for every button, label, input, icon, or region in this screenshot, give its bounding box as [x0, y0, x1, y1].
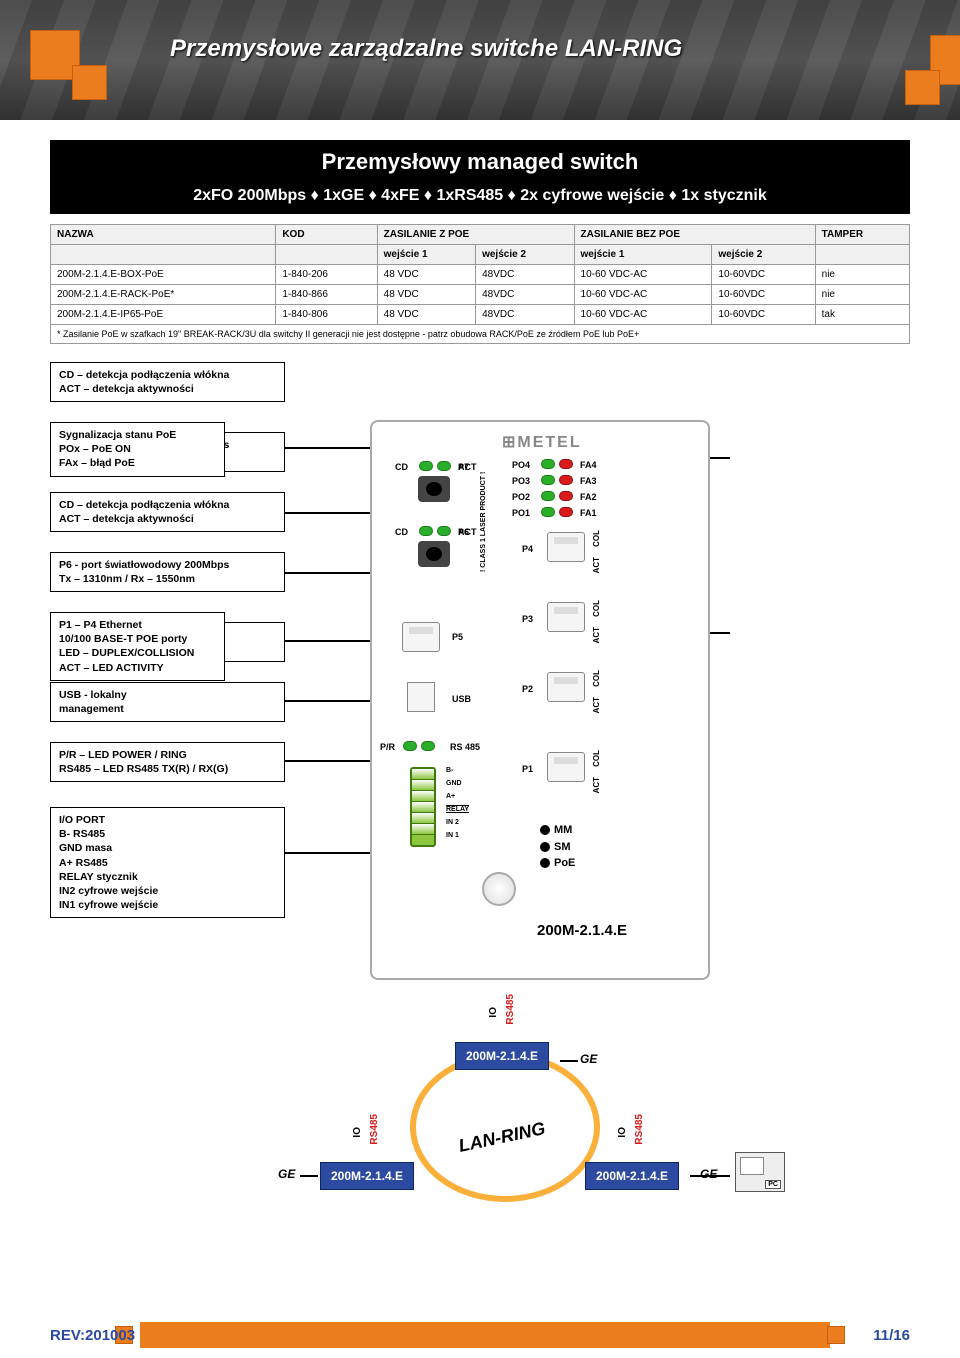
th-zpoe: ZASILANIE Z POE	[377, 225, 574, 245]
ring-diagram: LAN-RING 200M-2.1.4.E IO RS485 GE 200M-2…	[50, 1012, 910, 1242]
th-w1a: wejście 1	[377, 245, 475, 265]
dot-mm: MM	[540, 822, 575, 839]
th-w2a: wejście 2	[476, 245, 574, 265]
footer-bar	[140, 1322, 830, 1348]
table-row: 200M-2.1.4.E-BOX-PoE1-840-206 48 VDC48VD…	[51, 265, 910, 285]
table-row: 200M-2.1.4.E-RACK-PoE*1-840-866 48 VDC48…	[51, 285, 910, 305]
pin-relay: RELAY	[446, 806, 469, 813]
spec-table: NAZWA KOD ZASILANIE Z POE ZASILANIE BEZ …	[50, 224, 910, 344]
io-label: IO	[488, 1007, 499, 1018]
label-act: ACT	[592, 557, 601, 573]
ge-label: GE	[278, 1167, 295, 1181]
label-usb: USB	[452, 694, 471, 704]
label-p2: P2	[522, 684, 533, 694]
label-act: ACT	[592, 777, 601, 793]
device-panel: ⊞METEL CD ACT P7 CD ACT P6 ! C	[370, 420, 710, 980]
table-footnote: * Zasilanie PoE w szafkach 19" BREAK-RAC…	[51, 325, 910, 344]
label-po2: PO2	[512, 492, 530, 502]
rs485-label: RS485	[505, 994, 516, 1025]
footer-page: 11/16	[873, 1327, 910, 1344]
model-label: 200M-2.1.4.E	[537, 922, 627, 939]
arrow-icon	[285, 760, 380, 762]
rs485-label: RS485	[634, 1114, 645, 1145]
label-cd: CD	[395, 462, 408, 472]
class1-label: ! CLASS 1 LASER PRODUCT !	[480, 462, 487, 572]
label-col: COL	[592, 600, 601, 617]
pc-label: PC	[765, 1180, 781, 1189]
footer-cube-icon	[827, 1326, 845, 1344]
label-p1: P1	[522, 764, 533, 774]
note-p6: P6 - port światłowodowy 200Mbps Tx – 131…	[50, 552, 285, 592]
device-diagram: CD – detekcja podłączenia włókna ACT – d…	[50, 362, 910, 1002]
pin-a: A+	[446, 793, 455, 800]
note-cd-act-top: CD – detekcja podłączenia włókna ACT – d…	[50, 362, 285, 402]
label-col: COL	[592, 750, 601, 767]
label-col: COL	[592, 670, 601, 687]
footer: REV:201003 11/16	[0, 1308, 960, 1348]
port-usb-icon	[407, 682, 435, 712]
note-pr-rs: P/R – LED POWER / RING RS485 – LED RS485…	[50, 742, 285, 782]
ring-node-right: 200M-2.1.4.E	[585, 1162, 679, 1190]
ge-label: GE	[700, 1167, 717, 1181]
th-nazwa: NAZWA	[51, 225, 276, 245]
port-p5-icon	[402, 622, 440, 652]
section-sub: 2xFO 200Mbps ♦ 1xGE ♦ 4xFE ♦ 1xRS485 ♦ 2…	[51, 183, 909, 213]
header-banner: Przemysłowe zarządzalne switche LAN-RING	[0, 0, 960, 120]
label-p5: P5	[452, 632, 463, 642]
th-w1b: wejście 1	[574, 245, 712, 265]
dot-poe: PoE	[540, 855, 575, 872]
note-p1p4: P1 – P4 Ethernet 10/100 BASE-T POE porty…	[50, 612, 225, 681]
th-kod: KOD	[276, 225, 377, 245]
note-cd-act-mid: CD – detekcja podłączenia włókna ACT – d…	[50, 492, 285, 532]
port-p4-icon	[547, 532, 585, 562]
io-label: IO	[352, 1127, 363, 1138]
th-w2b: wejście 2	[712, 245, 815, 265]
metel-logo: ⊞METEL	[502, 432, 582, 452]
terminal-block-icon	[410, 767, 436, 847]
table-row: 200M-2.1.4.E-IP65-PoE1-840-806 48 VDC48V…	[51, 305, 910, 325]
pin-gnd: GND	[446, 780, 462, 787]
label-fa3: FA3	[580, 476, 597, 486]
note-io-port: I/O PORT B- RS485 GND masa A+ RS485 RELA…	[50, 807, 285, 918]
ge-label: GE	[580, 1052, 597, 1066]
label-col: COL	[592, 530, 601, 547]
footer-rev: REV:201003	[50, 1327, 135, 1344]
label-fa4: FA4	[580, 460, 597, 470]
label-rs485: RS 485	[450, 742, 480, 752]
page-title: Przemysłowe zarządzalne switche LAN-RING	[170, 35, 682, 63]
pc-icon: PC	[735, 1152, 785, 1192]
port-p2-icon	[547, 672, 585, 702]
label-fa2: FA2	[580, 492, 597, 502]
label-cd2: CD	[395, 527, 408, 537]
section-heading: Przemysłowy managed switch 2xFO 200Mbps …	[50, 140, 910, 214]
label-act: ACT	[592, 627, 601, 643]
pin-in1: IN 1	[446, 832, 459, 839]
pin-in2: IN 2	[446, 819, 459, 826]
label-act: ACT	[592, 697, 601, 713]
port-p1-icon	[547, 752, 585, 782]
label-p3: P3	[522, 614, 533, 624]
th-bezpoe: ZASILANIE BEZ POE	[574, 225, 815, 245]
th-tamper: TAMPER	[815, 225, 909, 245]
io-label: IO	[617, 1127, 628, 1138]
section-main: Przemysłowy managed switch	[51, 141, 909, 183]
label-po4: PO4	[512, 460, 530, 470]
label-fa1: FA1	[580, 508, 597, 518]
label-p4: P4	[522, 544, 533, 554]
dot-sm: SM	[540, 839, 575, 856]
ring-node-left: 200M-2.1.4.E	[320, 1162, 414, 1190]
note-poe-sig: Sygnalizacja stanu PoE POx – PoE ON FAx …	[50, 422, 225, 477]
rs485-label: RS485	[369, 1114, 380, 1145]
label-p7: P7	[458, 462, 469, 472]
bolt-icon	[482, 872, 516, 906]
label-pr: P/R	[380, 742, 395, 752]
note-usb: USB - lokalny management	[50, 682, 285, 722]
ring-node-top: 200M-2.1.4.E	[455, 1042, 549, 1070]
label-po1: PO1	[512, 508, 530, 518]
port-p3-icon	[547, 602, 585, 632]
label-po3: PO3	[512, 476, 530, 486]
label-p6: P6	[458, 527, 469, 537]
pin-b: B-	[446, 767, 453, 774]
